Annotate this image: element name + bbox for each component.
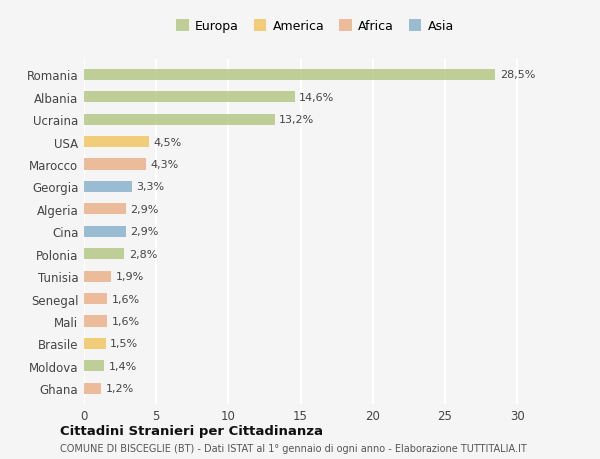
- Text: 2,8%: 2,8%: [129, 249, 157, 259]
- Bar: [84, 92, 295, 103]
- Text: 2,9%: 2,9%: [130, 227, 158, 237]
- Legend: Europa, America, Africa, Asia: Europa, America, Africa, Asia: [173, 18, 457, 36]
- Text: 1,2%: 1,2%: [106, 383, 134, 393]
- Text: 1,9%: 1,9%: [116, 272, 144, 281]
- Bar: [84, 226, 126, 237]
- Text: 2,9%: 2,9%: [130, 204, 158, 214]
- Text: COMUNE DI BISCEGLIE (BT) - Dati ISTAT al 1° gennaio di ogni anno - Elaborazione : COMUNE DI BISCEGLIE (BT) - Dati ISTAT al…: [60, 443, 527, 453]
- Bar: [84, 137, 149, 148]
- Bar: [84, 383, 101, 394]
- Text: 1,6%: 1,6%: [112, 316, 140, 326]
- Text: 4,5%: 4,5%: [154, 137, 182, 147]
- Text: 1,6%: 1,6%: [112, 294, 140, 304]
- Text: 1,4%: 1,4%: [109, 361, 137, 371]
- Bar: [84, 70, 496, 81]
- Bar: [84, 338, 106, 349]
- Text: 13,2%: 13,2%: [279, 115, 314, 125]
- Bar: [84, 204, 126, 215]
- Text: 4,3%: 4,3%: [151, 160, 179, 170]
- Bar: [84, 271, 112, 282]
- Bar: [84, 249, 124, 260]
- Bar: [84, 114, 275, 126]
- Text: 1,5%: 1,5%: [110, 339, 138, 348]
- Bar: [84, 316, 107, 327]
- Text: 14,6%: 14,6%: [299, 93, 334, 103]
- Text: 3,3%: 3,3%: [136, 182, 164, 192]
- Text: 28,5%: 28,5%: [500, 70, 535, 80]
- Text: Cittadini Stranieri per Cittadinanza: Cittadini Stranieri per Cittadinanza: [60, 424, 323, 437]
- Bar: [84, 159, 146, 170]
- Bar: [84, 293, 107, 304]
- Bar: [84, 360, 104, 371]
- Bar: [84, 181, 131, 193]
